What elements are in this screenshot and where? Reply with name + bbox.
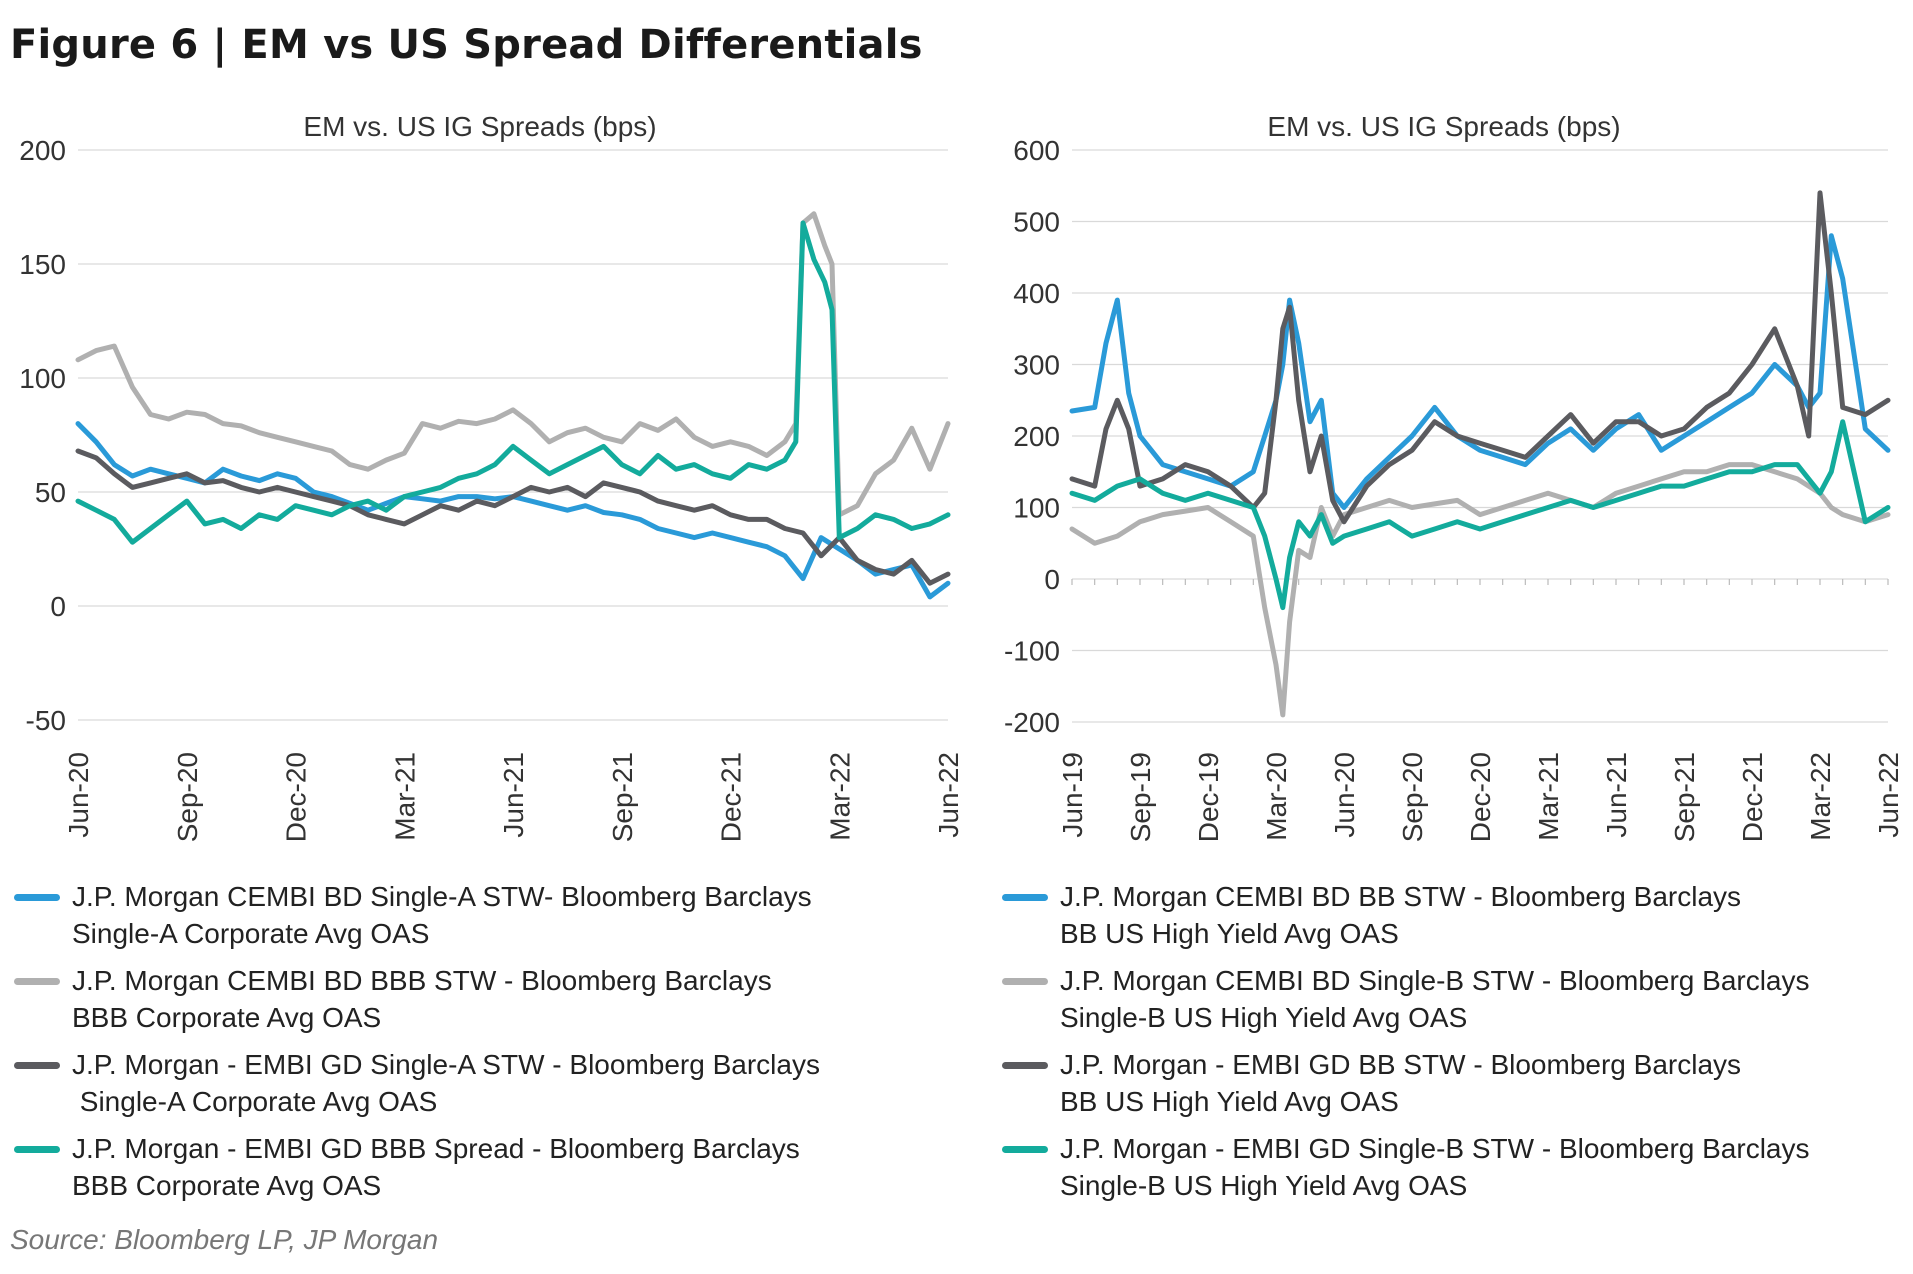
right-x-tick-label: Jun-19 (1057, 752, 1088, 838)
right-legend-swatch (1002, 978, 1048, 985)
left-legend-label-line1: J.P. Morgan - EMBI GD Single-A STW - Blo… (72, 1049, 820, 1080)
left-y-tick-label: 200 (19, 135, 66, 166)
figure-title: Figure 6 | EM vs US Spread Differentials (10, 22, 923, 68)
right-x-tick-label: Mar-20 (1261, 752, 1292, 841)
left-y-tick-label: 100 (19, 363, 66, 394)
right-x-tick-label: Jun-20 (1329, 752, 1360, 838)
right-legend-label-line2: BB US High Yield Avg OAS (1060, 918, 1399, 949)
right-x-tick-label: Dec-20 (1465, 752, 1496, 842)
left-legend-swatch (14, 894, 60, 901)
left-series-line-1 (75, 211, 951, 518)
right-legend-label: J.P. Morgan - EMBI GD Single-B STW - Blo… (1060, 1130, 1913, 1204)
left-series-line-3 (75, 448, 951, 586)
right-x-tick-label: Mar-22 (1805, 752, 1836, 841)
right-legend-item: J.P. Morgan CEMBI BD BB STW - Bloomberg … (1002, 878, 1902, 958)
left-x-tick-label: Sep-21 (607, 752, 638, 842)
left-x-tick-label: Jun-21 (498, 752, 529, 838)
left-y-tick-label: 0 (50, 591, 66, 622)
right-legend-label-line1: J.P. Morgan - EMBI GD Single-B STW - Blo… (1060, 1133, 1810, 1164)
right-y-tick-label: 100 (1013, 493, 1060, 524)
left-x-tick-label: Dec-21 (716, 752, 747, 842)
right-y-tick-label: 0 (1044, 564, 1060, 595)
left-x-tick-label: Sep-20 (172, 752, 203, 842)
left-legend-label: J.P. Morgan CEMBI BD Single-A STW- Bloom… (72, 878, 972, 952)
left-legend-label-line1: J.P. Morgan - EMBI GD BBB Spread - Bloom… (72, 1133, 800, 1164)
left-legend-item: J.P. Morgan CEMBI BD BBB STW - Bloomberg… (14, 962, 954, 1042)
left-y-tick-label: -50 (26, 705, 66, 736)
right-legend-label-line2: Single-B US High Yield Avg OAS (1060, 1002, 1468, 1033)
right-x-tick-label: Sep-19 (1125, 752, 1156, 842)
left-x-tick-label: Jun-20 (63, 752, 94, 838)
right-legend-label-line2: BB US High Yield Avg OAS (1060, 1086, 1399, 1117)
left-x-tick-label: Mar-22 (824, 752, 855, 841)
left-y-tick-label: 150 (19, 249, 66, 280)
left-legend-label-line1: J.P. Morgan CEMBI BD BBB STW - Bloomberg… (72, 965, 772, 996)
left-x-tick-label: Mar-21 (389, 752, 420, 841)
left-legend-label-line2: BBB Corporate Avg OAS (72, 1170, 382, 1201)
left-legend-item: J.P. Morgan - EMBI GD Single-A STW - Blo… (14, 1046, 954, 1126)
right-series-line-4 (1069, 419, 1891, 611)
right-y-tick-label: 300 (1013, 350, 1060, 381)
right-legend-item: J.P. Morgan CEMBI BD Single-B STW - Bloo… (1002, 962, 1902, 1042)
legend-right: J.P. Morgan CEMBI BD BB STW - Bloomberg … (1002, 878, 1902, 1208)
left-legend-label-line2: BBB Corporate Avg OAS (72, 1002, 382, 1033)
left-legend-item: J.P. Morgan - EMBI GD BBB Spread - Bloom… (14, 1130, 954, 1210)
left-legend-swatch (14, 1062, 60, 1069)
right-y-tick-label: 400 (1013, 278, 1060, 309)
right-x-tick-label: Dec-19 (1193, 752, 1224, 842)
right-x-tick-label: Jun-22 (1873, 752, 1904, 838)
right-legend-label-line1: J.P. Morgan CEMBI BD Single-B STW - Bloo… (1060, 965, 1810, 996)
right-y-tick-label: 500 (1013, 207, 1060, 238)
right-y-tick-label: 200 (1013, 421, 1060, 452)
right-y-tick-label: -200 (1004, 707, 1060, 738)
left-legend-label: J.P. Morgan CEMBI BD BBB STW - Bloomberg… (72, 962, 972, 1036)
right-legend-label: J.P. Morgan CEMBI BD BB STW - Bloomberg … (1060, 878, 1913, 952)
left-series-line-4 (75, 220, 951, 545)
left-legend-label-line2: Single-A Corporate Avg OAS (72, 1086, 438, 1117)
left-x-tick-label: Dec-20 (281, 752, 312, 842)
right-x-tick-label: Dec-21 (1737, 752, 1768, 842)
right-chart-title: EM vs. US IG Spreads (bps) (1267, 111, 1620, 142)
left-legend-swatch (14, 978, 60, 985)
right-legend-swatch (1002, 1146, 1048, 1153)
left-legend-label-line1: J.P. Morgan CEMBI BD Single-A STW- Bloom… (72, 881, 812, 912)
left-y-tick-label: 50 (35, 477, 66, 508)
left-legend-label-line2: Single-A Corporate Avg OAS (72, 918, 430, 949)
right-series-line-3 (1069, 190, 1891, 525)
right-legend-item: J.P. Morgan - EMBI GD BB STW - Bloomberg… (1002, 1046, 1902, 1126)
left-legend-label: J.P. Morgan - EMBI GD BBB Spread - Bloom… (72, 1130, 972, 1204)
left-chart-title: EM vs. US IG Spreads (bps) (303, 111, 656, 142)
right-x-tick-label: Mar-21 (1533, 752, 1564, 841)
right-legend-label-line1: J.P. Morgan CEMBI BD BB STW - Bloomberg … (1060, 881, 1742, 912)
right-x-tick-label: Jun-21 (1601, 752, 1632, 838)
right-x-tick-label: Sep-21 (1669, 752, 1700, 842)
right-legend-label-line1: J.P. Morgan - EMBI GD BB STW - Bloomberg… (1060, 1049, 1742, 1080)
right-legend-swatch (1002, 894, 1048, 901)
right-x-tick-label: Sep-20 (1397, 752, 1428, 842)
left-x-tick-label: Jun-22 (933, 752, 960, 838)
legend-left: J.P. Morgan CEMBI BD Single-A STW- Bloom… (14, 878, 954, 1208)
source-note: Source: Bloomberg LP, JP Morgan (10, 1224, 439, 1255)
right-series-line-2 (1069, 233, 1891, 510)
right-y-tick-label: -100 (1004, 636, 1060, 667)
right-legend-label: J.P. Morgan - EMBI GD BB STW - Bloomberg… (1060, 1046, 1913, 1120)
right-series-line-1 (1069, 462, 1891, 718)
right-legend-label-line2: Single-B US High Yield Avg OAS (1060, 1170, 1468, 1201)
left-legend-item: J.P. Morgan CEMBI BD Single-A STW- Bloom… (14, 878, 954, 958)
right-legend-item: J.P. Morgan - EMBI GD Single-B STW - Blo… (1002, 1130, 1902, 1210)
right-y-tick-label: 600 (1013, 135, 1060, 166)
left-legend-label: J.P. Morgan - EMBI GD Single-A STW - Blo… (72, 1046, 972, 1120)
left-legend-swatch (14, 1146, 60, 1153)
chart-left: EM vs. US IG Spreads (bps) 200 150 100 50 0 -5… (19, 111, 960, 842)
right-legend-label: J.P. Morgan CEMBI BD Single-B STW - Bloo… (1060, 962, 1913, 1036)
right-legend-swatch (1002, 1062, 1048, 1069)
